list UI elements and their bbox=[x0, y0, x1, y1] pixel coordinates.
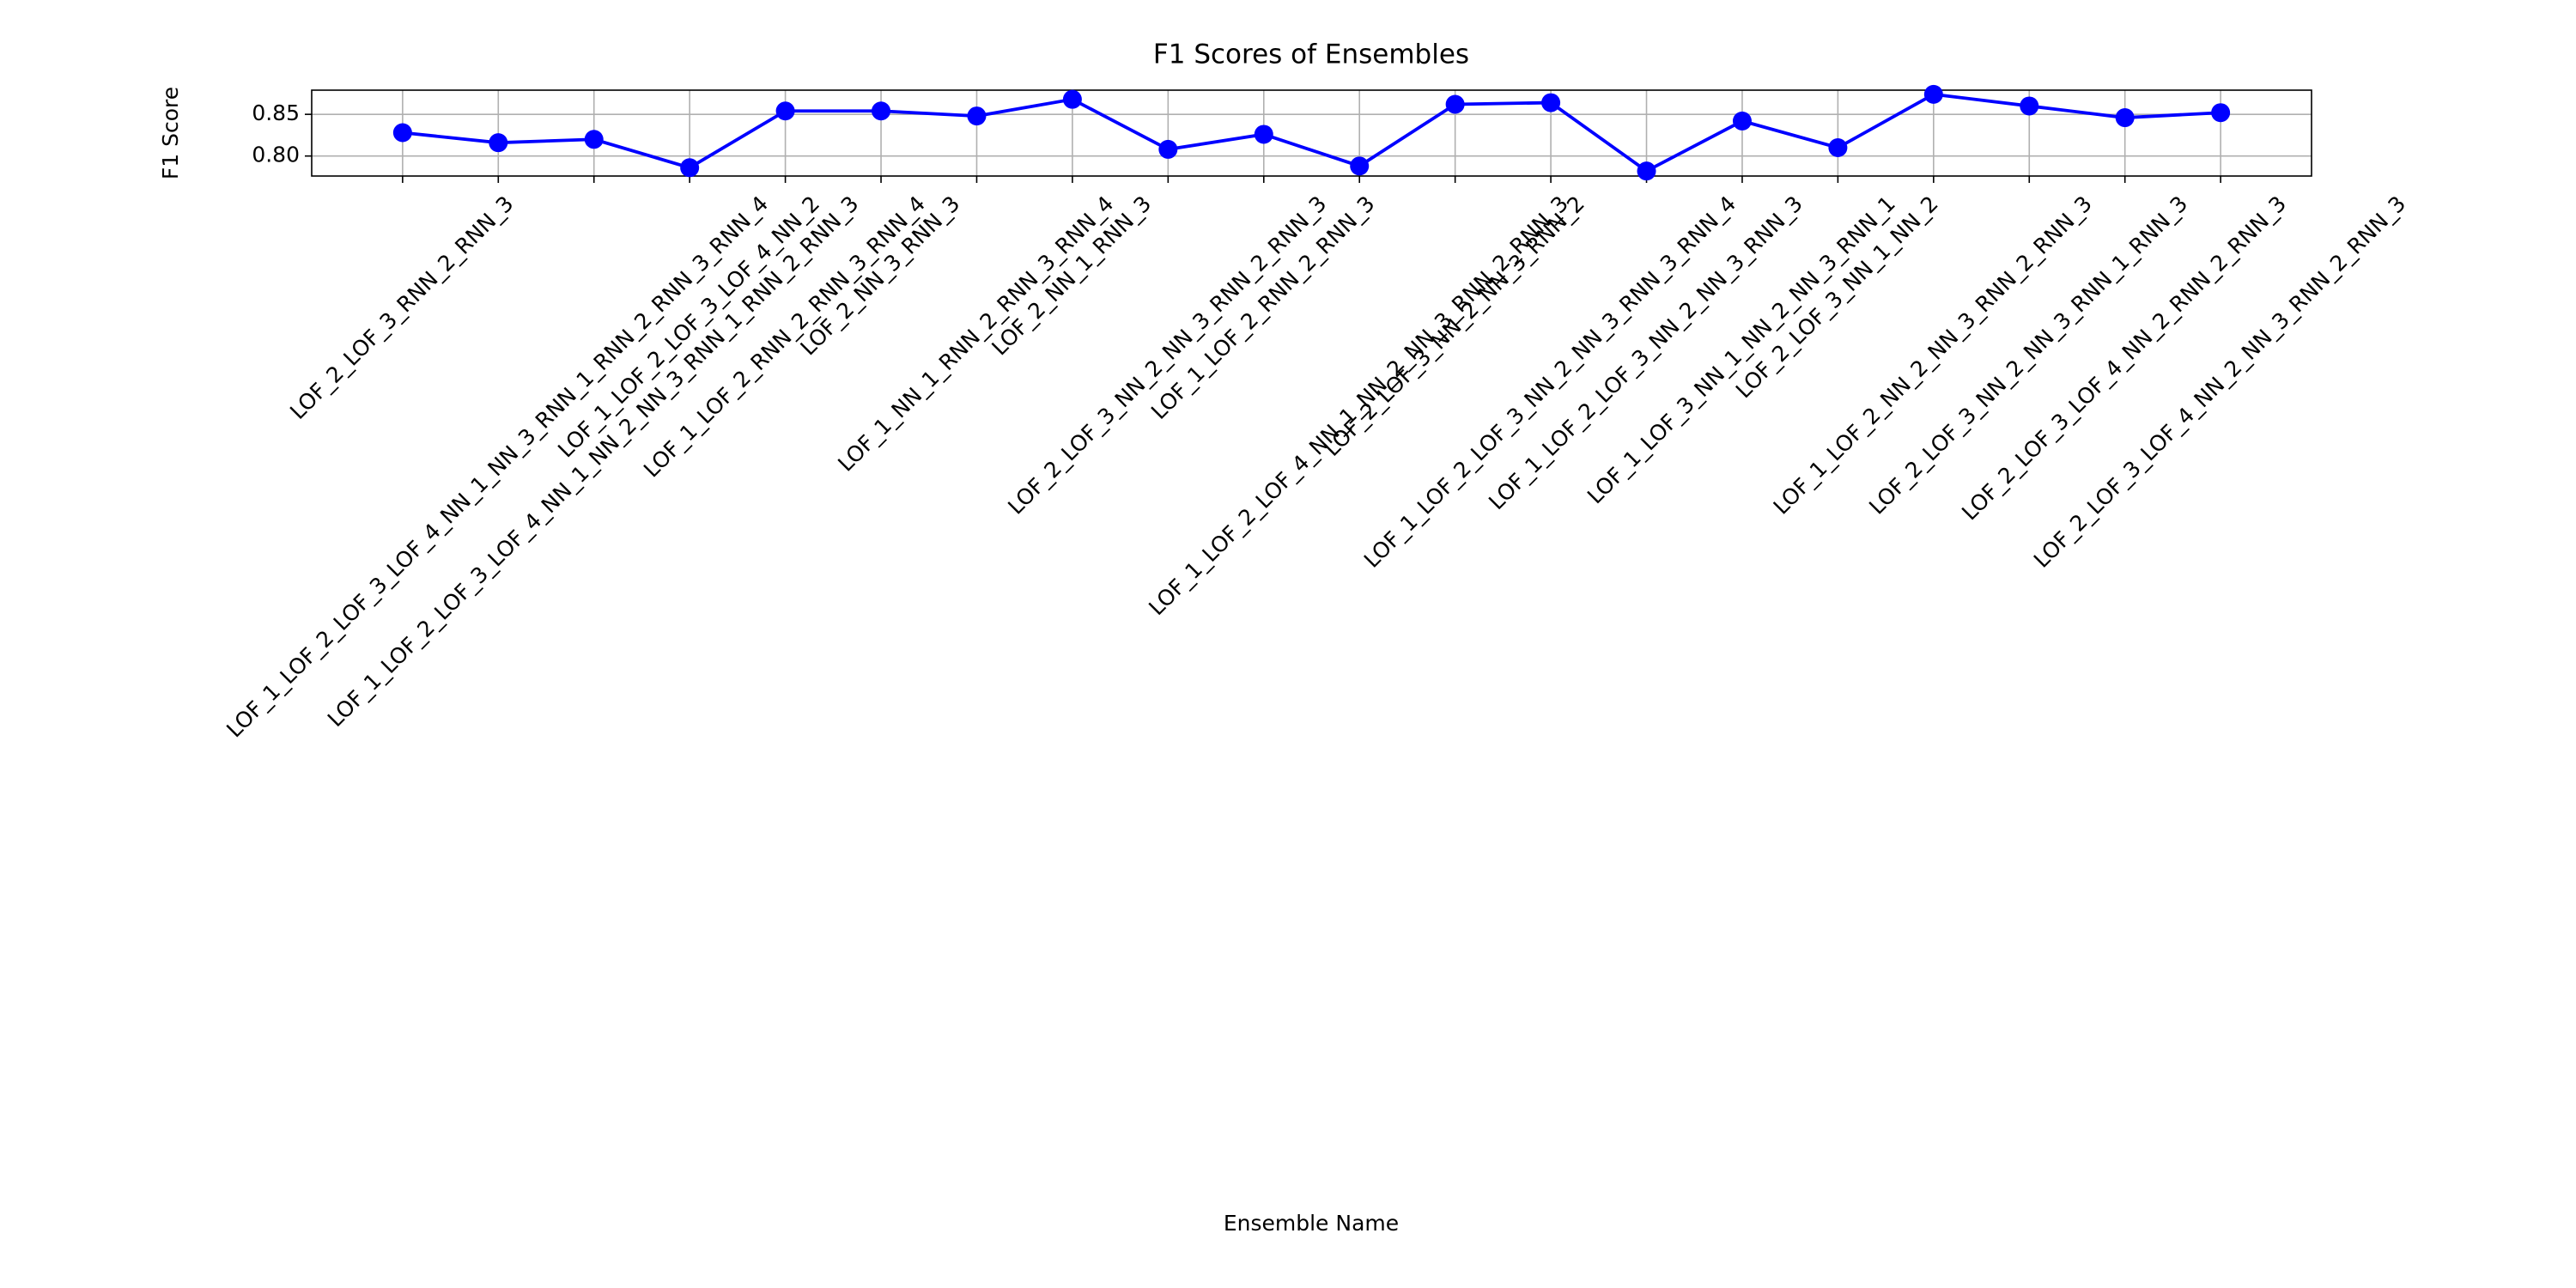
y-axis-label: F1 Score bbox=[158, 87, 183, 179]
line-series bbox=[402, 92, 2221, 173]
plot-frame bbox=[311, 89, 2312, 177]
point bbox=[775, 101, 795, 121]
point bbox=[2020, 96, 2039, 116]
x-tick-label: LOF_2_LOF_3_RNN_2_RNN_3 bbox=[285, 191, 518, 424]
point bbox=[392, 123, 412, 143]
x-axis-label: Ensemble Name bbox=[1224, 1211, 1399, 1236]
x-tick-label: LOF_1_LOF_2_NN_2_NN_3_RNN_2_RNN_3 bbox=[1769, 191, 2097, 519]
x-tick-label: LOF_1_LOF_2_LOF_3_LOF_4_NN_1_NN_2_NN_3_R… bbox=[323, 191, 864, 732]
point bbox=[2115, 108, 2135, 128]
point bbox=[1254, 125, 1273, 144]
x-tick-label: LOF_2_LOF_3_NN_2_NN_3_RNN_2 bbox=[1319, 191, 1589, 462]
point bbox=[680, 158, 700, 178]
point bbox=[1445, 94, 1465, 114]
point bbox=[1350, 156, 1370, 176]
x-tick-label: LOF_1_LOF_2_LOF_3_LOF_4_NN_1_NN_3_RNN_1_… bbox=[222, 191, 773, 743]
point bbox=[872, 101, 891, 121]
point bbox=[1158, 139, 1178, 159]
point bbox=[1062, 89, 1082, 109]
point bbox=[1637, 161, 1656, 181]
point bbox=[584, 130, 604, 149]
point bbox=[2211, 103, 2231, 123]
x-tick-label: LOF_1_LOF_2_LOF_3_NN_2_NN_3_RNN_3_RNN_4 bbox=[1359, 191, 1741, 573]
point bbox=[1541, 93, 1561, 112]
point bbox=[967, 106, 987, 126]
y-tick-label: 0.80 bbox=[252, 143, 300, 167]
x-tick-label: LOF_1_LOF_2_RNN_2_RNN_3 bbox=[1146, 191, 1379, 424]
point bbox=[1923, 84, 1943, 104]
point bbox=[489, 133, 508, 153]
chart-title: F1 Scores of Ensembles bbox=[1153, 39, 1469, 70]
point bbox=[1828, 137, 1848, 157]
y-tick-label: 0.85 bbox=[252, 100, 300, 125]
point bbox=[1732, 111, 1752, 131]
x-tick-label: LOF_2_NN_1_RNN_3 bbox=[987, 191, 1156, 361]
